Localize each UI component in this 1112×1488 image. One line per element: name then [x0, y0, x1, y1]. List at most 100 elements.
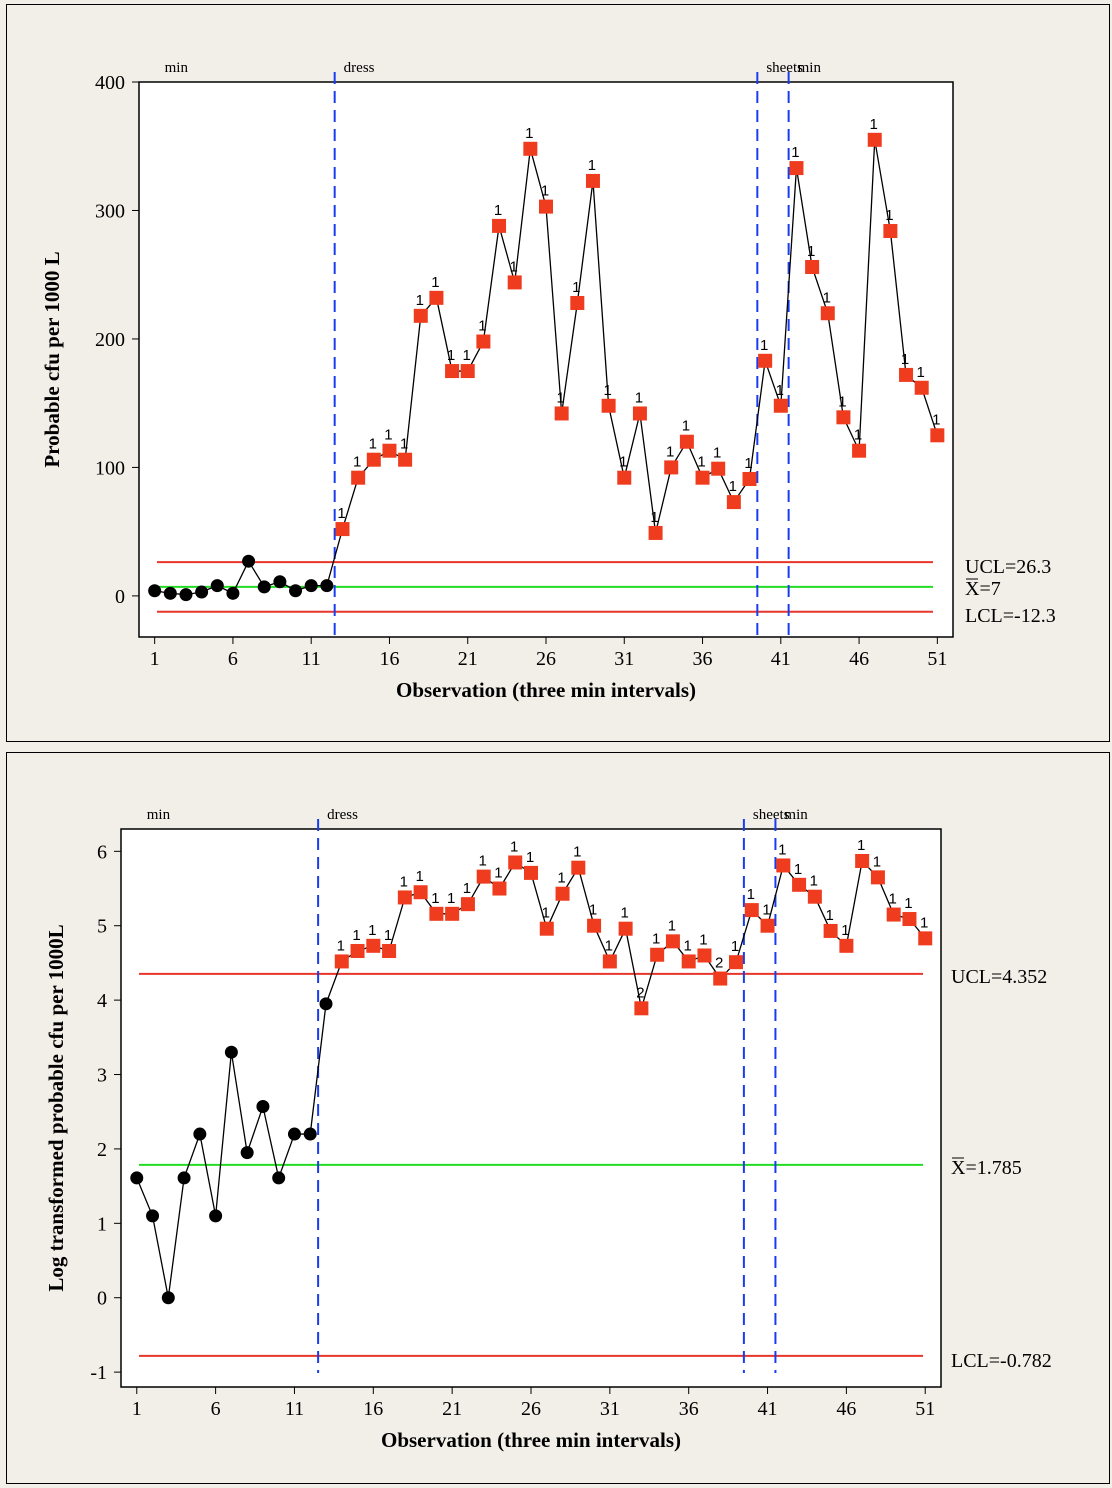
- out-of-control-point: [632, 406, 647, 421]
- out-of-control-point: [507, 275, 522, 290]
- out-of-control-point: [679, 434, 694, 449]
- test-flag-label: 1: [447, 347, 455, 364]
- test-flag-label: 1: [337, 505, 345, 522]
- out-of-control-point: [867, 132, 882, 147]
- x-tick-label: 6: [211, 1398, 221, 1420]
- test-flag-label: 1: [352, 927, 360, 944]
- test-flag-label: 1: [494, 865, 502, 882]
- in-control-point: [179, 588, 193, 602]
- out-of-control-point: [713, 971, 728, 986]
- y-axis-label: Log transformed probable cfu per 1000L: [44, 924, 68, 1291]
- out-of-control-point: [899, 367, 914, 382]
- test-flag-label: 1: [684, 937, 692, 954]
- in-control-point: [304, 579, 318, 593]
- test-flag-label: 1: [353, 454, 361, 471]
- out-of-control-point: [886, 907, 901, 922]
- y-tick-label: 0: [115, 586, 125, 608]
- out-of-control-point: [602, 954, 617, 969]
- test-flag-label: 1: [854, 427, 862, 444]
- x-tick-label: 31: [600, 1398, 620, 1420]
- out-of-control-point: [836, 410, 851, 425]
- test-flag-label: 1: [778, 841, 786, 858]
- in-control-point: [148, 584, 162, 598]
- plot-area: [120, 828, 942, 1388]
- in-control-point: [303, 1127, 317, 1141]
- out-of-control-point: [742, 471, 757, 486]
- y-tick-label: 200: [95, 329, 125, 351]
- x-tick-label: 6: [228, 648, 238, 670]
- test-flag-label: 1: [573, 844, 581, 861]
- out-of-control-point: [445, 906, 460, 921]
- test-flag-label: 1: [823, 289, 831, 306]
- out-of-control-point: [366, 938, 381, 953]
- out-of-control-point: [350, 944, 365, 959]
- test-flag-label: 1: [904, 895, 912, 912]
- in-control-point: [193, 1127, 207, 1141]
- test-flag-label: 1: [542, 905, 550, 922]
- x-tick-label: 46: [836, 1398, 856, 1420]
- out-of-control-point: [726, 495, 741, 510]
- out-of-control-point: [492, 218, 507, 233]
- out-of-control-point: [429, 906, 444, 921]
- test-flag-label: 1: [682, 418, 690, 435]
- test-flag-label: 1: [588, 157, 596, 174]
- out-of-control-point: [539, 921, 554, 936]
- y-tick-label: 1: [97, 1213, 107, 1235]
- test-flag-label: 1: [400, 436, 408, 453]
- in-control-point: [320, 579, 334, 593]
- y-tick-label: 3: [97, 1065, 107, 1087]
- out-of-control-point: [585, 173, 600, 188]
- plot-area: [138, 81, 954, 638]
- out-of-control-point: [681, 954, 696, 969]
- phase-label: sheets: [753, 807, 790, 823]
- in-control-point: [130, 1171, 144, 1185]
- test-flag-label: 1: [841, 922, 849, 939]
- x-tick-label: 41: [771, 648, 791, 670]
- out-of-control-point: [918, 931, 933, 946]
- out-of-control-point: [820, 306, 835, 321]
- test-flag-label: 1: [510, 258, 518, 275]
- out-of-control-point: [398, 452, 413, 467]
- out-of-control-point: [413, 885, 428, 900]
- in-control-point: [256, 1100, 270, 1114]
- out-of-control-point: [792, 877, 807, 892]
- phase-label: dress: [344, 60, 375, 76]
- test-flag-label: 1: [556, 389, 564, 406]
- out-of-control-point: [883, 224, 898, 239]
- out-of-control-point: [823, 923, 838, 938]
- out-of-control-point: [397, 890, 412, 905]
- control-chart-raw: 1 6 11 16 21 26 31 36 41 46 510100200300400Observa…: [40, 60, 1056, 702]
- lcl-label: LCL=-0.782: [951, 1350, 1052, 1372]
- out-of-control-point: [445, 364, 460, 379]
- in-control-point: [163, 586, 177, 600]
- test-flag-label: 1: [762, 902, 770, 919]
- test-flag-label: 1: [901, 351, 909, 368]
- test-flag-label: 1: [776, 382, 784, 399]
- out-of-control-point: [587, 918, 602, 933]
- x-tick-label: 26: [521, 1398, 541, 1420]
- out-of-control-point: [617, 470, 632, 485]
- test-flag-label: 1: [729, 478, 737, 495]
- test-flag-label: 1: [889, 891, 897, 908]
- test-flag-label: 1: [603, 382, 611, 399]
- x-tick-label: 36: [679, 1398, 699, 1420]
- out-of-control-point: [902, 912, 917, 927]
- out-of-control-point: [758, 353, 773, 368]
- test-flag-label: 1: [463, 880, 471, 897]
- x-tick-label: 16: [363, 1398, 383, 1420]
- test-flag-label: 1: [917, 364, 925, 381]
- x-tick-label: 36: [693, 648, 713, 670]
- x-tick-label: 11: [302, 648, 321, 670]
- y-tick-label: 300: [95, 200, 125, 222]
- phase-label: min: [784, 807, 808, 823]
- test-flag-label: 1: [557, 870, 565, 887]
- out-of-control-point: [650, 947, 665, 962]
- out-of-control-point: [555, 886, 570, 901]
- test-flag-label: 1: [478, 318, 486, 335]
- out-of-control-point: [366, 452, 381, 467]
- out-of-control-point: [382, 443, 397, 458]
- out-of-control-point: [839, 938, 854, 953]
- out-of-control-point: [760, 918, 775, 933]
- y-axis-label: Probable cfu per 1000 L: [40, 251, 64, 467]
- test-flag-label: 1: [431, 890, 439, 907]
